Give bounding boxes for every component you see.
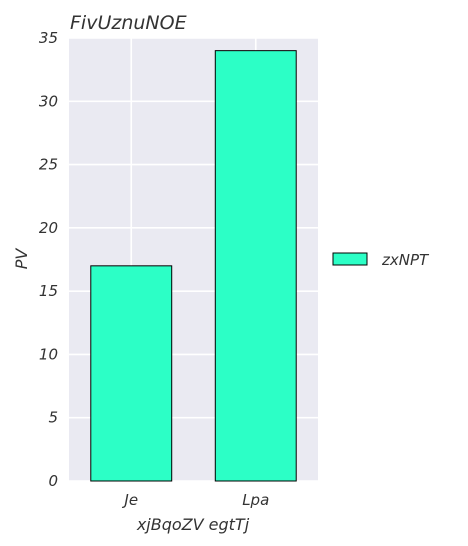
y-tick-label: 25: [39, 156, 58, 174]
x-axis-label: xjBqoZV egtTj: [136, 515, 250, 534]
bar-je: [91, 266, 172, 481]
y-tick-label: 20: [39, 219, 58, 237]
y-tick-label: 5: [48, 409, 58, 427]
x-tick-labels: Je Lpa: [121, 491, 269, 509]
y-tick-label: 0: [48, 472, 58, 490]
legend: zxNPT: [333, 251, 430, 269]
y-tick-label: 10: [39, 345, 58, 363]
x-tick-label: Je: [121, 491, 138, 509]
y-tick-label: 15: [39, 282, 58, 300]
y-tick-labels: 0 5 10 15 20 25 30 35: [39, 29, 58, 490]
y-tick-label: 30: [39, 92, 58, 110]
x-tick-label: Lpa: [242, 491, 269, 509]
y-axis-label: PV: [12, 248, 31, 270]
bar-lpa: [215, 51, 296, 481]
y-tick-label: 35: [39, 29, 58, 47]
chart-title: FivUznuNOE: [70, 12, 187, 34]
legend-label: zxNPT: [381, 251, 430, 269]
legend-swatch: [333, 253, 367, 265]
